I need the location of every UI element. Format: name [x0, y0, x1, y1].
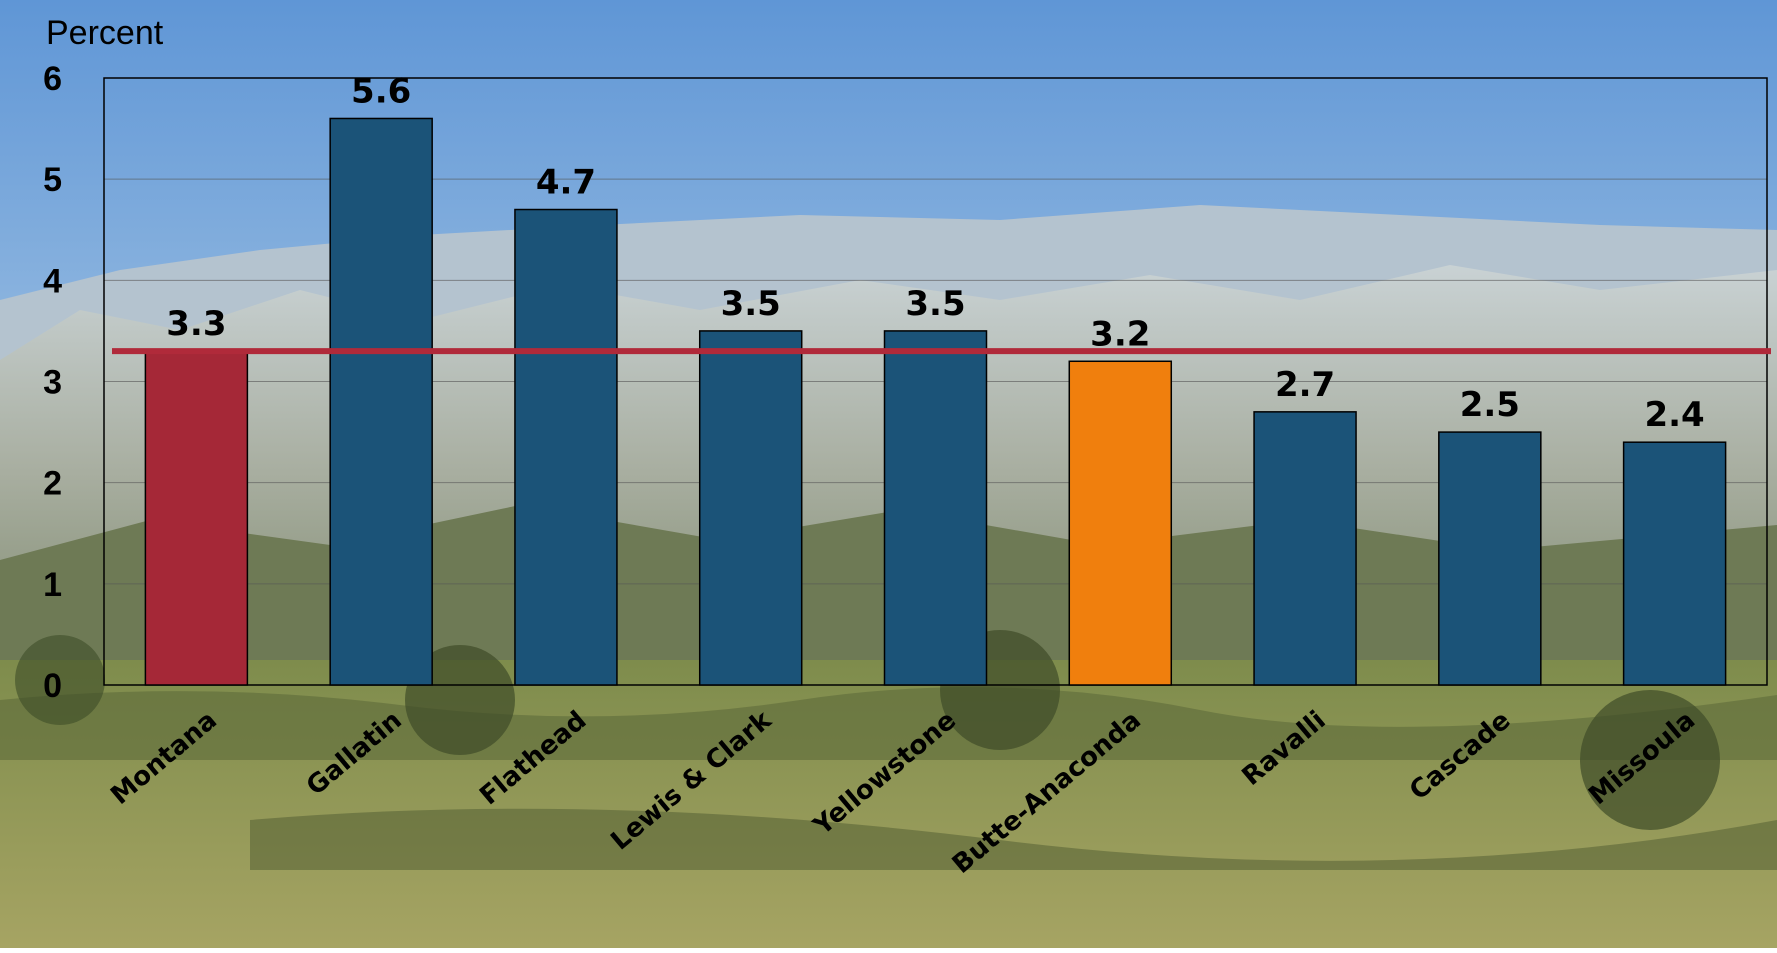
bar-butte-anaconda — [1068, 360, 1173, 686]
y-tick-label: 4 — [43, 262, 62, 300]
category-label: Cascade — [1404, 705, 1516, 806]
category-label: Ravalli — [1237, 705, 1332, 791]
bar-montana — [144, 350, 249, 686]
bar-missoula — [1622, 441, 1727, 686]
y-tick-label: 1 — [43, 566, 62, 604]
value-labels: 3.3 5.6 4.7 3.5 3.5 3.2 2.7 2.5 2.4 — [166, 71, 1704, 435]
value-label: 3.3 — [166, 304, 226, 344]
y-tick-label: 6 — [43, 60, 62, 98]
y-axis-label: Percent — [46, 14, 164, 52]
category-label: Flathead — [474, 705, 592, 811]
y-axis-ticks: 0 1 2 3 4 5 6 — [43, 60, 62, 705]
category-label: Montana — [105, 705, 223, 810]
category-label: Lewis & Clark — [605, 705, 777, 856]
bar-lewis-clark — [698, 330, 803, 686]
value-label: 2.5 — [1460, 385, 1520, 425]
bar-flathead — [514, 208, 618, 686]
category-label: Missoula — [1583, 705, 1701, 811]
value-label: 3.2 — [1090, 314, 1150, 354]
category-label: Gallatin — [301, 705, 408, 801]
y-tick-label: 3 — [43, 364, 62, 402]
value-label: 4.7 — [536, 163, 596, 203]
value-label: 2.7 — [1275, 365, 1335, 405]
bar-yellowstone — [883, 330, 988, 686]
bar-gallatin — [329, 117, 433, 686]
value-label: 3.5 — [905, 284, 965, 324]
value-label: 2.4 — [1644, 395, 1704, 435]
bars — [144, 117, 1727, 686]
y-tick-label: 2 — [43, 465, 62, 503]
category-labels: Montana Gallatin Flathead Lewis & Clark Yell… — [105, 705, 1701, 880]
y-tick-label: 0 — [43, 667, 62, 705]
value-label: 3.5 — [721, 284, 781, 324]
value-label: 5.6 — [351, 71, 411, 111]
category-label: Yellowstone — [807, 705, 962, 842]
bar-cascade — [1438, 431, 1542, 686]
category-label: Butte-Anaconda — [947, 705, 1147, 880]
bar-ravalli — [1253, 411, 1357, 686]
y-tick-label: 5 — [43, 161, 62, 199]
